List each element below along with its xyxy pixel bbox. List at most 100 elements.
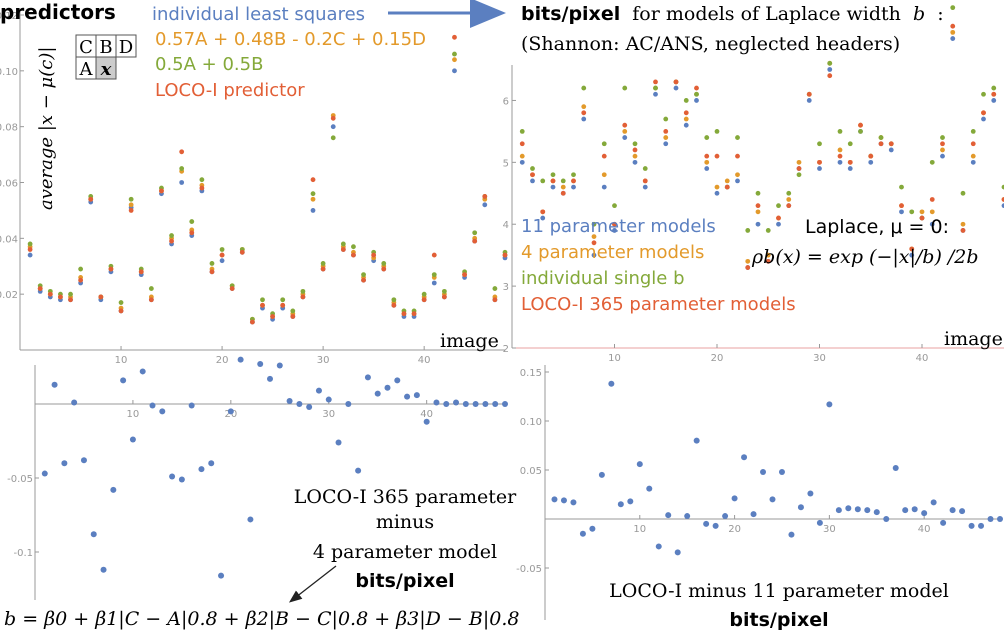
p4-point-46 <box>978 522 985 529</box>
p4-label: LOCO-I minus 11 parameter model <box>609 580 949 602</box>
p2-point-s3-35 <box>868 153 874 159</box>
p3-point-14 <box>169 473 176 480</box>
p2-point-s1-32 <box>837 147 843 153</box>
p1-point-s2-32 <box>340 241 346 247</box>
p2-point-s0-41 <box>929 221 935 227</box>
loco-minus-4param-panel: 10 20 30 40 -0.1 -0.05 LOCO-I 365 parameter m… <box>4 356 519 630</box>
p2-point-s2-7 <box>581 85 587 91</box>
p2-point-s2-20 <box>714 128 720 134</box>
p4-point-36 <box>883 516 890 522</box>
p1-point-s2-47 <box>492 286 498 291</box>
p2-point-s0-12 <box>632 159 638 165</box>
p2-point-s0-46 <box>981 116 986 122</box>
p4-point-20 <box>731 495 738 502</box>
p4-point-24 <box>769 496 776 503</box>
p4-point-5 <box>589 525 596 532</box>
p2-point-s0-1 <box>519 159 525 165</box>
p4-ticks: 10 20 30 40 -0.05 0.05 0.10 0.15 <box>516 368 930 575</box>
p2-point-s0-16 <box>673 85 679 91</box>
p1-point-s3-9 <box>108 266 114 272</box>
p2-point-s3-21 <box>724 184 730 190</box>
p2-point-s0-31 <box>827 67 833 72</box>
p1-point-s3-34 <box>361 277 366 283</box>
p3-point-22 <box>247 516 254 523</box>
p2-point-s0-42 <box>940 153 945 159</box>
p1-point-s1-43 <box>452 57 457 63</box>
p3-point-21 <box>237 356 244 363</box>
p4-point-34 <box>864 507 871 514</box>
p2-marks <box>519 5 1004 270</box>
p4-point-44 <box>959 508 966 515</box>
p3-point-8 <box>110 486 117 493</box>
p2-point-s1-40 <box>919 209 925 215</box>
p2-point-s0-14 <box>653 91 658 97</box>
p1-point-s1-29 <box>310 196 316 202</box>
p2-title: bits/pixel for models of Laplace width b… <box>521 3 944 25</box>
p3-point-48 <box>502 401 508 407</box>
p3-point-36 <box>384 384 391 391</box>
p1-point-s3-24 <box>260 302 265 308</box>
p2-point-s2-45 <box>970 128 976 134</box>
p2-point-s3-10 <box>612 221 617 227</box>
p2-title-var: b <box>913 3 925 25</box>
p2-point-s2-36 <box>878 135 884 140</box>
p1-point-s2-13 <box>148 286 154 291</box>
p2-point-s3-22 <box>735 153 740 159</box>
p2-point-s3-24 <box>755 203 761 209</box>
p2-title-bold: bits/pixel <box>521 3 620 25</box>
p3-point-30 <box>325 396 332 403</box>
p2-point-s1-15 <box>663 135 669 140</box>
p1-xtick-label-40: 40 <box>418 355 431 366</box>
p4-point-23 <box>760 468 767 475</box>
p2-point-s3-26 <box>776 215 781 221</box>
p3-label-line-0: LOCO-I 365 parameter <box>294 486 517 508</box>
p2-point-s3-38 <box>899 203 904 209</box>
p2-point-s2-17 <box>683 98 689 103</box>
p1-point-s3-26 <box>280 302 286 308</box>
p2-point-s3-46 <box>981 110 986 116</box>
p2-title-colon: : <box>937 3 943 25</box>
p2-point-s3-13 <box>642 178 648 184</box>
p2-point-s1-20 <box>714 184 720 190</box>
p2-point-s3-47 <box>991 91 997 97</box>
p1-point-s3-47 <box>492 297 498 303</box>
p3-label-line-1: minus <box>376 511 434 533</box>
p2-point-s2-22 <box>735 135 740 140</box>
p2-point-s3-6 <box>571 178 576 184</box>
p2-point-s3-29 <box>806 91 812 97</box>
p4-point-29 <box>816 519 823 526</box>
p4-point-47 <box>987 516 994 522</box>
p3-point-13 <box>159 408 166 415</box>
p4-point-25 <box>778 468 785 475</box>
p2-point-s2-43 <box>950 5 956 11</box>
p2-point-s3-42 <box>940 141 945 147</box>
p2-point-s3-15 <box>663 128 669 134</box>
predictors-panel: 10 20 30 40 0.02 0.04 0.06 0.08 0.10 0.12 predict… <box>0 0 508 366</box>
p2-point-s1-28 <box>796 159 802 165</box>
p3-formula: b = β0 + β1|C − A|0.8 + β2|B − C|0.8 + β… <box>4 608 519 630</box>
p2-point-s0-8 <box>591 252 597 258</box>
p1-ytick-label-0.06: 0.06 <box>0 179 18 190</box>
p1-legend-1: 0.57A + 0.48B - 0.2C + 0.15D <box>155 29 426 50</box>
p2-point-s3-23 <box>745 265 751 270</box>
p2-point-s0-19 <box>704 166 710 171</box>
p1-point-s2-17 <box>189 219 195 224</box>
p2-point-s2-39 <box>909 209 915 215</box>
p1-point-s3-18 <box>199 185 205 191</box>
p3-point-28 <box>306 403 313 410</box>
p2-xtick-label-10: 10 <box>608 353 621 364</box>
p3-point-24 <box>267 375 273 382</box>
p2-ytick-label-6: 6 <box>503 96 509 107</box>
p2-point-s1-1 <box>519 153 525 159</box>
p1-point-s2-16 <box>179 166 185 171</box>
p2-point-s0-7 <box>581 116 587 122</box>
p2-point-s1-24 <box>755 209 761 215</box>
p2-point-s3-1 <box>519 141 525 147</box>
p3-point-31 <box>335 439 342 446</box>
p2-point-s2-11 <box>622 85 628 91</box>
p2-point-s1-41 <box>929 209 935 215</box>
p3-ytick-label--0.05: -0.05 <box>7 474 33 485</box>
p1-point-s2-42 <box>441 288 447 294</box>
p2-point-s3-28 <box>796 166 802 171</box>
p2-xlabel: image <box>944 328 1003 350</box>
